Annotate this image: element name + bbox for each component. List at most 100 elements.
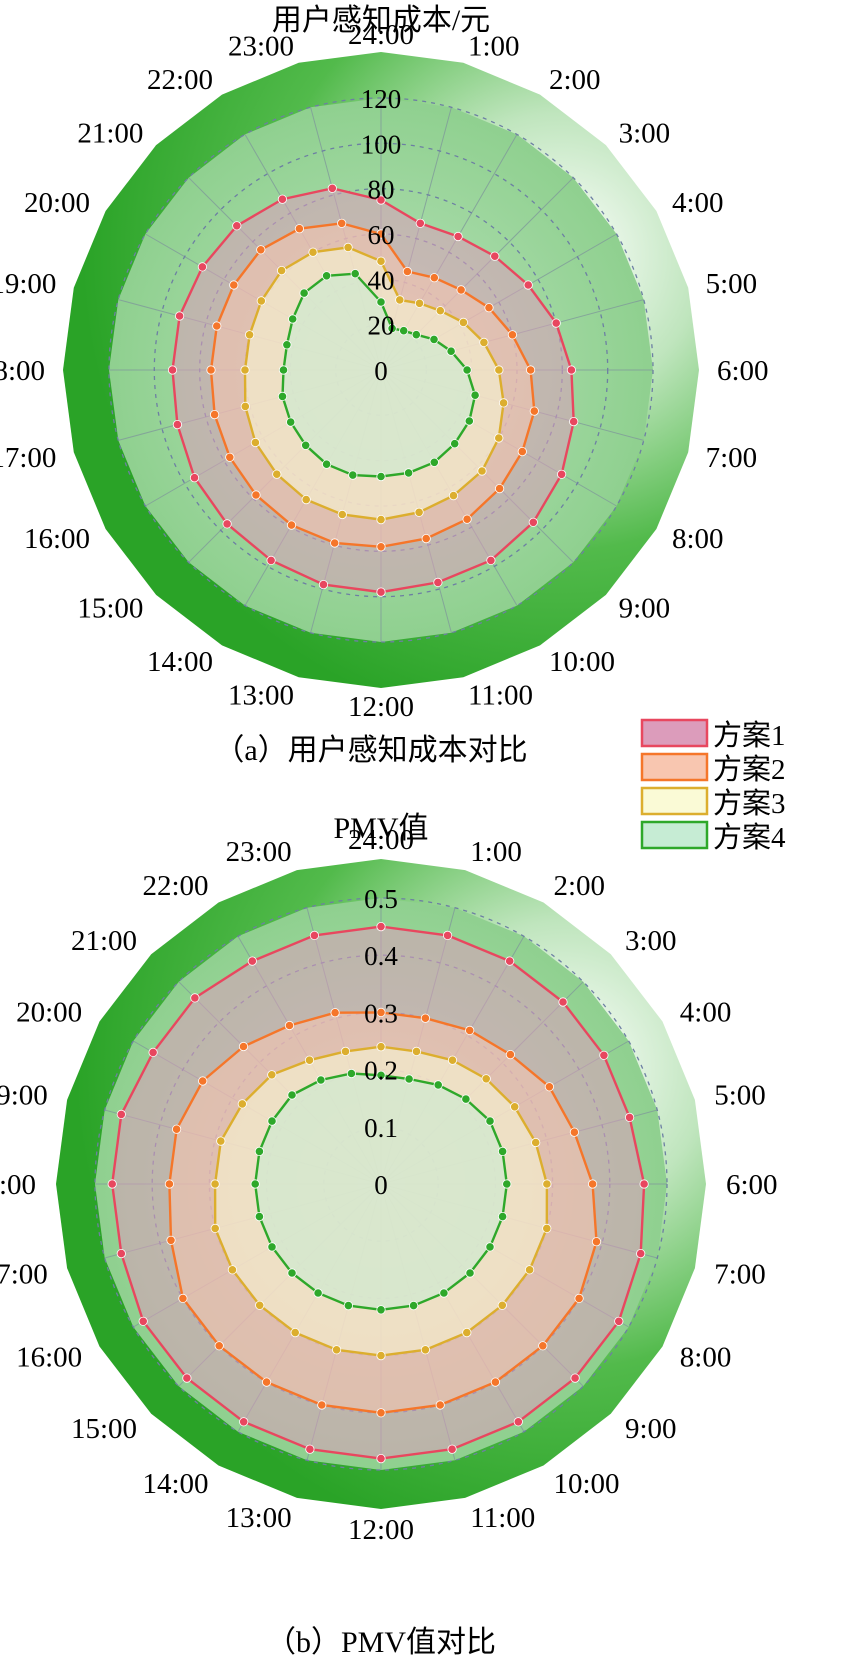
chart-a-hour-label: 21:00 <box>77 117 143 149</box>
chart-a-radial-tick: 120 <box>361 84 402 114</box>
chart-a-series-2-point <box>225 452 235 462</box>
chart-a-series-3-point <box>276 265 287 276</box>
chart-a-series-4-point <box>288 314 298 324</box>
chart-a-series-4-point <box>282 340 292 350</box>
chart-b-hour-label: 18:00 <box>0 1169 36 1201</box>
chart-b-hour-label: 16:00 <box>16 1342 82 1374</box>
chart-a-hour-label: 17:00 <box>0 442 56 474</box>
chart-b-title: PMV值 <box>333 812 428 845</box>
chart-b-hour-label: 1:00 <box>470 836 522 868</box>
chart-a-series-4-point <box>429 334 439 344</box>
chart-b-series-4-point <box>433 1080 443 1090</box>
chart-b-series-1-point <box>116 1109 126 1120</box>
chart-a-series-3-point <box>477 466 487 476</box>
chart-a-hour-label: 23:00 <box>228 30 294 62</box>
chart-a-hour-label: 14:00 <box>147 646 213 678</box>
chart-a-series-3-point <box>435 306 445 316</box>
chart-b-series-2-point <box>435 1400 445 1410</box>
chart-a-series-3-point <box>308 247 318 257</box>
chart-a-series-4-point <box>376 471 386 482</box>
chart-a-series-2-point <box>429 273 439 283</box>
chart-a-series-3-point <box>343 242 353 252</box>
chart-b-series-1-point <box>624 1112 635 1123</box>
chart-a-series-2-point <box>494 483 505 494</box>
chart-b-series-4-point <box>465 1268 475 1278</box>
chart-a-hour-label: 16:00 <box>24 523 90 555</box>
chart-b-series-3-point <box>376 1351 386 1361</box>
chart-a-series-2-point <box>210 409 220 420</box>
chart-a-series-3-point <box>458 317 468 327</box>
chart-b-hour-label: 5:00 <box>714 1080 766 1112</box>
chart-b-series-2-point <box>166 1235 176 1245</box>
chart-a-series-4-point <box>446 346 456 356</box>
chart-a-series-1-point <box>172 419 182 430</box>
chart-b-series-4-point <box>287 1268 297 1278</box>
chart-a-hour-label: 13:00 <box>228 680 294 712</box>
chart-a-radial-tick: 20 <box>368 311 395 341</box>
legend-label-2: 方案2 <box>713 753 786 786</box>
chart-b-series-3-point <box>210 1223 220 1234</box>
chart-a-series-2-point <box>421 533 431 544</box>
chart-a-series-4-point <box>301 440 311 450</box>
chart-a-series-3-point <box>240 365 250 375</box>
chart-b-series-1-point <box>182 1373 192 1383</box>
chart-b-series-3-point <box>376 1042 386 1052</box>
chart-b-grid-ring <box>94 897 668 1471</box>
chart-b-hour-label: 9:00 <box>625 1413 677 1445</box>
chart-b-series-2-point <box>198 1076 208 1086</box>
chart-b-series-2-point <box>465 1025 475 1036</box>
chart-a-series-4-point <box>411 330 421 340</box>
chart-a-hour-label: 5:00 <box>706 268 758 300</box>
chart-a-radial-tick: 0 <box>374 356 388 386</box>
chart-a-radial-tick: 80 <box>368 175 395 205</box>
chart-a-series-4-point <box>450 439 460 449</box>
chart-b-series-2-point <box>172 1124 182 1134</box>
chart-b-hour-labels: 1:00 2:00 3:00 4:00 5:00 6:00 7:00 8:00 9:0010:0… <box>0 824 778 1546</box>
chart-a-series-1-point <box>222 519 232 529</box>
chart-b-series-2-point <box>544 1082 555 1092</box>
chart-a-hour-labels: 1:00 2:00 3:00 4:00 5:00 6:00 7:00 8:00 9:0010:0… <box>0 19 769 723</box>
chart-a-title: 用户感知成本/元 <box>272 4 490 37</box>
chart-a-radial-tick: 40 <box>368 265 395 295</box>
chart-b-series-2-point <box>376 1007 386 1018</box>
chart-a-series-2-point <box>229 280 239 290</box>
chart-b-series-1-point <box>513 1417 523 1427</box>
chart-a-series-3-point <box>337 509 347 520</box>
chart-a-series-2-point <box>376 542 386 552</box>
legend-swatch-1 <box>640 718 709 748</box>
chart-b-series-3-point <box>267 1070 277 1080</box>
chart-b-radial-tick: 0.2 <box>364 1056 398 1086</box>
chart-b-series-4-point <box>439 1288 449 1298</box>
chart-b-series-4-point <box>408 1301 419 1311</box>
chart-b-series-4-point <box>346 1068 356 1079</box>
chart-a-series-1-point <box>318 579 329 590</box>
chart-b-hour-label: 7:00 <box>714 1258 766 1290</box>
chart-b-series-4-point <box>267 1242 277 1252</box>
chart-a-series-4-point <box>387 323 397 333</box>
legend-label-4: 方案4 <box>713 821 786 854</box>
chart-a-series-1-point <box>167 365 178 375</box>
chart-a-series-4-point <box>277 391 288 401</box>
chart-a-hour-label: 12:00 <box>348 691 414 723</box>
chart-b-series-2-point <box>591 1237 602 1247</box>
chart-a-hour-label: 10:00 <box>549 646 615 678</box>
chart-a-series-2-point <box>462 514 472 524</box>
chart-b-series-3-point <box>420 1345 430 1355</box>
chart-b-series-3-point <box>255 1300 265 1310</box>
chart-b-series-4-point <box>502 1179 512 1189</box>
chart-a-hour-label: 2:00 <box>549 64 601 96</box>
chart-a-series-1-point <box>528 517 538 527</box>
chart-a-hour-label: 19:00 <box>0 268 56 300</box>
chart-b-series-1-point <box>107 1179 117 1189</box>
chart-a-hour-label: 24:00 <box>348 19 414 51</box>
chart-b-series-3-point <box>510 1102 520 1112</box>
chart-b-caption: （b）PMV值对比 <box>266 1626 496 1659</box>
chart-a-hour-label: 1:00 <box>468 30 520 62</box>
chart-b-series-1-point <box>447 1444 457 1454</box>
chart-a-series-4-point <box>286 417 296 427</box>
chart-b-hour-label: 19:00 <box>0 1080 48 1112</box>
legend-label-3: 方案3 <box>713 787 786 820</box>
chart-a-series-2-point <box>525 365 536 375</box>
chart-b-series-1-point <box>116 1249 126 1259</box>
